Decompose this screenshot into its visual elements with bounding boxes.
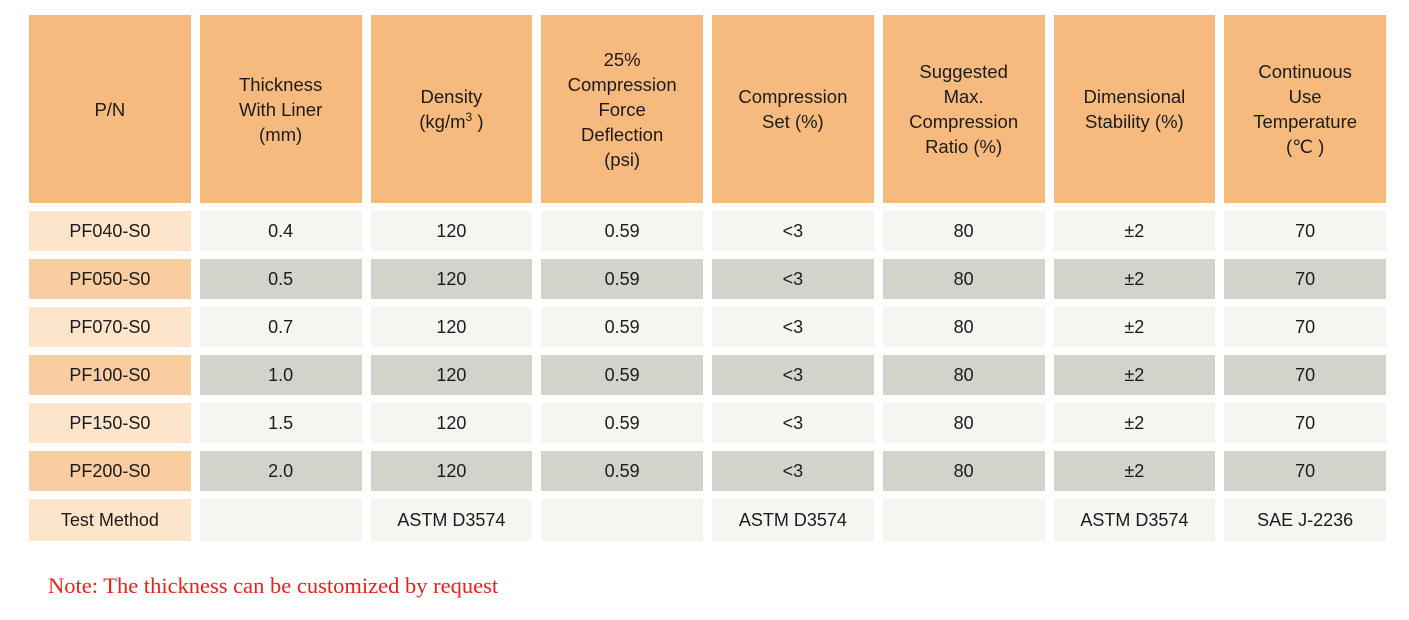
data-cell: 80	[882, 451, 1045, 491]
data-cell: 2.0	[199, 451, 362, 491]
header-line: Continuous	[1258, 61, 1352, 82]
test-method-cell: ASTM D3574	[712, 499, 874, 541]
header-line: 25%	[603, 48, 641, 70]
data-cell: 70	[1224, 259, 1386, 299]
header-cell-continuous-use-temp: Continuous Use Temperature (℃ )	[1224, 15, 1386, 203]
row-label: PF070-S0	[29, 307, 191, 347]
header-cell-pn: P/N	[29, 15, 191, 203]
row-label: PF200-S0	[29, 451, 191, 491]
data-cell: <3	[712, 451, 874, 491]
header-line: Compression	[909, 111, 1019, 132]
header-line: Temperature	[1253, 111, 1358, 132]
header-line: (kg/m3 )	[419, 109, 484, 132]
data-cell: ±2	[1053, 211, 1216, 251]
data-cell: 70	[1224, 403, 1386, 443]
data-cell: 80	[882, 355, 1045, 395]
data-cell: <3	[712, 307, 874, 347]
data-cell: 80	[882, 211, 1045, 251]
data-cell: 120	[370, 211, 533, 251]
data-cell: 120	[370, 403, 533, 443]
header-cell-cfd: 25% Compression Force Deflection (psi)	[541, 15, 703, 203]
data-cell: 0.59	[541, 403, 703, 443]
data-cell: 0.59	[541, 259, 703, 299]
note-text: Note: The thickness can be customized by…	[48, 573, 499, 598]
header-line: Deflection	[580, 123, 664, 145]
test-method-cell	[541, 499, 703, 541]
test-method-cell: ASTM D3574	[370, 499, 533, 541]
data-cell: <3	[712, 355, 874, 395]
data-cell: 80	[882, 403, 1045, 443]
data-cell: ±2	[1053, 307, 1216, 347]
header-line: P/N	[94, 98, 126, 120]
header-line: Stability (%)	[1085, 111, 1184, 132]
data-cell: 0.4	[199, 211, 362, 251]
header-line: Ratio (%)	[925, 136, 1003, 157]
test-method-cell	[882, 499, 1045, 541]
test-method-cell: ASTM D3574	[1053, 499, 1216, 541]
data-cell: 70	[1224, 211, 1386, 251]
data-cell: 0.7	[199, 307, 362, 347]
header-line: Compression	[567, 73, 677, 95]
test-method-cell: SAE J-2236	[1224, 499, 1386, 541]
header-cell-compression-set: Compression Set (%)	[712, 15, 874, 203]
data-cell: 120	[370, 355, 533, 395]
header-cell-dimensional-stability: Dimensional Stability (%)	[1053, 15, 1216, 203]
data-cell: 70	[1224, 307, 1386, 347]
header-line: Dimensional	[1083, 86, 1186, 107]
header-cell-thickness: Thickness With Liner (mm)	[199, 15, 362, 203]
data-cell: 0.59	[541, 307, 703, 347]
header-cell-density: Density (kg/m3 )	[370, 15, 533, 203]
header-line: With Liner	[238, 98, 323, 120]
data-cell: <3	[712, 403, 874, 443]
data-cell: <3	[712, 211, 874, 251]
header-cell-max-compression-ratio: Suggested Max. Compression Ratio (%)	[882, 15, 1045, 203]
header-line: (psi)	[604, 148, 641, 170]
header-line: Set (%)	[762, 111, 824, 132]
header-line: Use	[1288, 86, 1322, 107]
data-cell: 1.5	[199, 403, 362, 443]
data-cell: ±2	[1053, 403, 1216, 443]
data-cell: 0.59	[541, 211, 703, 251]
data-cell: ±2	[1053, 355, 1216, 395]
data-cell: 0.59	[541, 451, 703, 491]
data-cell: ±2	[1053, 451, 1216, 491]
test-method-cell	[199, 499, 362, 541]
data-cell: 0.5	[199, 259, 362, 299]
data-cell: 120	[370, 259, 533, 299]
data-cell: 70	[1224, 355, 1386, 395]
data-cell: 80	[882, 259, 1045, 299]
data-cell: 120	[370, 451, 533, 491]
header-line: Thickness	[238, 73, 323, 95]
header-line: Suggested	[919, 61, 1008, 82]
spec-table: P/N Thickness With Liner (mm) Density (kg/m3 …	[29, 15, 1386, 541]
test-method-label: Test Method	[29, 499, 191, 541]
data-cell: 70	[1224, 451, 1386, 491]
row-label: PF050-S0	[29, 259, 191, 299]
data-cell: 80	[882, 307, 1045, 347]
data-cell: <3	[712, 259, 874, 299]
data-cell: ±2	[1053, 259, 1216, 299]
row-label: PF100-S0	[29, 355, 191, 395]
header-line: Density	[420, 86, 483, 107]
row-label: PF040-S0	[29, 211, 191, 251]
header-line: Force	[598, 98, 646, 120]
data-cell: 0.59	[541, 355, 703, 395]
data-cell: 120	[370, 307, 533, 347]
data-cell: 1.0	[199, 355, 362, 395]
header-line: (℃ )	[1286, 136, 1325, 157]
row-label: PF150-S0	[29, 403, 191, 443]
header-line: Max.	[943, 86, 984, 107]
header-line: Compression	[738, 86, 848, 107]
header-line: (mm)	[259, 123, 303, 145]
